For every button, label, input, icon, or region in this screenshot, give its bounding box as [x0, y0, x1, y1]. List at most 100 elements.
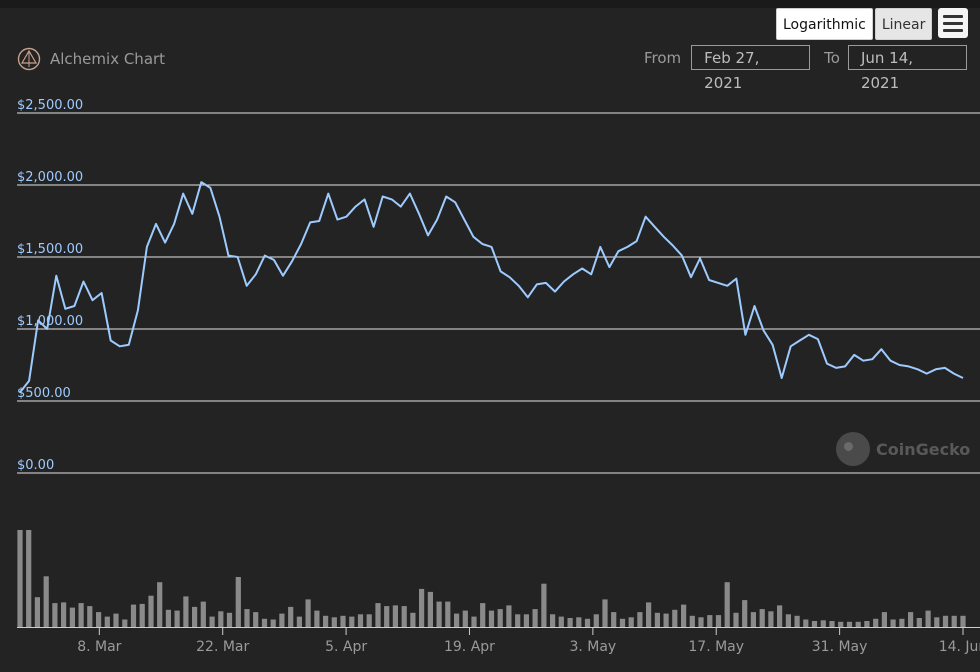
- volume-bar: [777, 605, 783, 627]
- volume-bar: [419, 588, 425, 627]
- volume-bar: [314, 610, 320, 627]
- chart-title: Alchemix Chart: [50, 50, 166, 68]
- volume-bar: [759, 609, 765, 627]
- volume-bar: [550, 614, 556, 627]
- volume-bar: [130, 604, 137, 627]
- to-label: To: [824, 48, 840, 67]
- volume-bar: [637, 612, 643, 627]
- volume-bar: [820, 620, 826, 627]
- volume-bar: [881, 612, 887, 627]
- volume-bar: [52, 603, 58, 627]
- hamburger-icon: [943, 14, 963, 18]
- volume-bar: [628, 617, 634, 627]
- x-tick-label: 17. May: [688, 639, 744, 655]
- volume-bar: [78, 603, 84, 627]
- volume-bar: [331, 617, 337, 627]
- volume-bar: [148, 595, 154, 627]
- volume-bar: [873, 618, 879, 627]
- volume-bar: [558, 616, 564, 627]
- volume-bar: [785, 614, 791, 627]
- from-date-input[interactable]: Feb 27, 2021: [691, 45, 811, 92]
- volume-bar: [488, 610, 495, 627]
- volume-bar: [323, 615, 329, 627]
- volume-bar: [43, 576, 49, 627]
- chart-menu-button[interactable]: [938, 8, 968, 38]
- x-tick-label: 3. May: [569, 639, 616, 655]
- volume-bar: [838, 621, 844, 627]
- volume-bar: [139, 603, 145, 627]
- volume-bar: [122, 619, 128, 627]
- volume-bar: [61, 602, 67, 627]
- volume-bar: [87, 606, 93, 627]
- volume-bar: [541, 583, 547, 627]
- volume-bar: [593, 614, 599, 627]
- volume-bar: [846, 621, 853, 627]
- volume-bar: [244, 609, 250, 627]
- y-tick-label: $1,000.00: [17, 314, 83, 329]
- volume-bar: [567, 618, 573, 627]
- volume-bar: [340, 615, 346, 627]
- volume-bar: [864, 621, 870, 627]
- volume-bar: [427, 591, 433, 627]
- volume-bar: [462, 610, 468, 627]
- volume-bar: [454, 613, 460, 627]
- volume-bar: [890, 619, 896, 627]
- volume-bar: [436, 601, 442, 627]
- scale-toggle: Logarithmic Linear: [776, 8, 933, 40]
- volume-bar: [384, 606, 390, 627]
- coingecko-watermark: CoinGecko: [836, 432, 970, 466]
- chart-header: Alchemix Chart: [17, 47, 165, 71]
- volume-bar: [925, 610, 931, 627]
- volume-bar: [768, 611, 774, 627]
- volume-bar: [410, 612, 416, 627]
- from-label: From: [644, 48, 682, 67]
- volume-bar: [392, 605, 398, 627]
- volume-bar: [349, 616, 355, 627]
- volume-bar: [192, 606, 198, 627]
- volume-bar: [916, 618, 922, 627]
- volume-bar: [218, 611, 224, 627]
- volume-bar: [602, 599, 608, 627]
- volume-bar: [305, 599, 311, 627]
- volume-bar: [375, 603, 381, 627]
- to-date-input[interactable]: Jun 14, 2021: [847, 45, 967, 92]
- volume-bar: [698, 617, 704, 627]
- volume-bar: [26, 530, 32, 627]
- x-tick-label: 5. Apr: [325, 639, 367, 655]
- volume-bar: [497, 609, 503, 627]
- volume-bar: [113, 613, 119, 627]
- volume-bar: [584, 618, 591, 627]
- volume-bar: [165, 609, 171, 627]
- volume-bar: [183, 596, 189, 627]
- volume-bar: [654, 612, 660, 627]
- price-series-line: [19, 181, 964, 394]
- y-tick-label: $0.00: [17, 458, 54, 473]
- volume-bar: [270, 619, 276, 627]
- date-range: From Feb 27, 2021 To Jun 14, 2021: [644, 45, 967, 92]
- volume-bar: [707, 615, 713, 627]
- coingecko-logo-icon: [836, 432, 870, 466]
- volume-bar: [811, 621, 818, 627]
- logarithmic-button[interactable]: Logarithmic: [776, 8, 873, 40]
- watermark-text: CoinGecko: [876, 439, 971, 459]
- volume-bar: [794, 615, 800, 627]
- volume-bar: [17, 530, 23, 627]
- volume-bar: [357, 614, 364, 627]
- volume-bar: [104, 616, 110, 627]
- volume-bar: [750, 612, 756, 627]
- volume-bar: [515, 614, 521, 627]
- volume-bar: [235, 577, 241, 627]
- x-tick-label: 14. Jun: [939, 639, 980, 655]
- volume-bar: [261, 618, 268, 627]
- volume-bar: [689, 615, 695, 627]
- alchemix-logo-icon: [17, 47, 41, 71]
- volume-bar: [646, 602, 652, 627]
- y-tick-label: $2,000.00: [17, 170, 83, 185]
- y-tick-label: $1,500.00: [17, 242, 83, 257]
- y-tick-label: $500.00: [17, 386, 71, 401]
- volume-bar: [366, 614, 372, 627]
- volume-bar: [279, 613, 285, 627]
- linear-button[interactable]: Linear: [874, 8, 933, 40]
- volume-bar: [715, 615, 722, 627]
